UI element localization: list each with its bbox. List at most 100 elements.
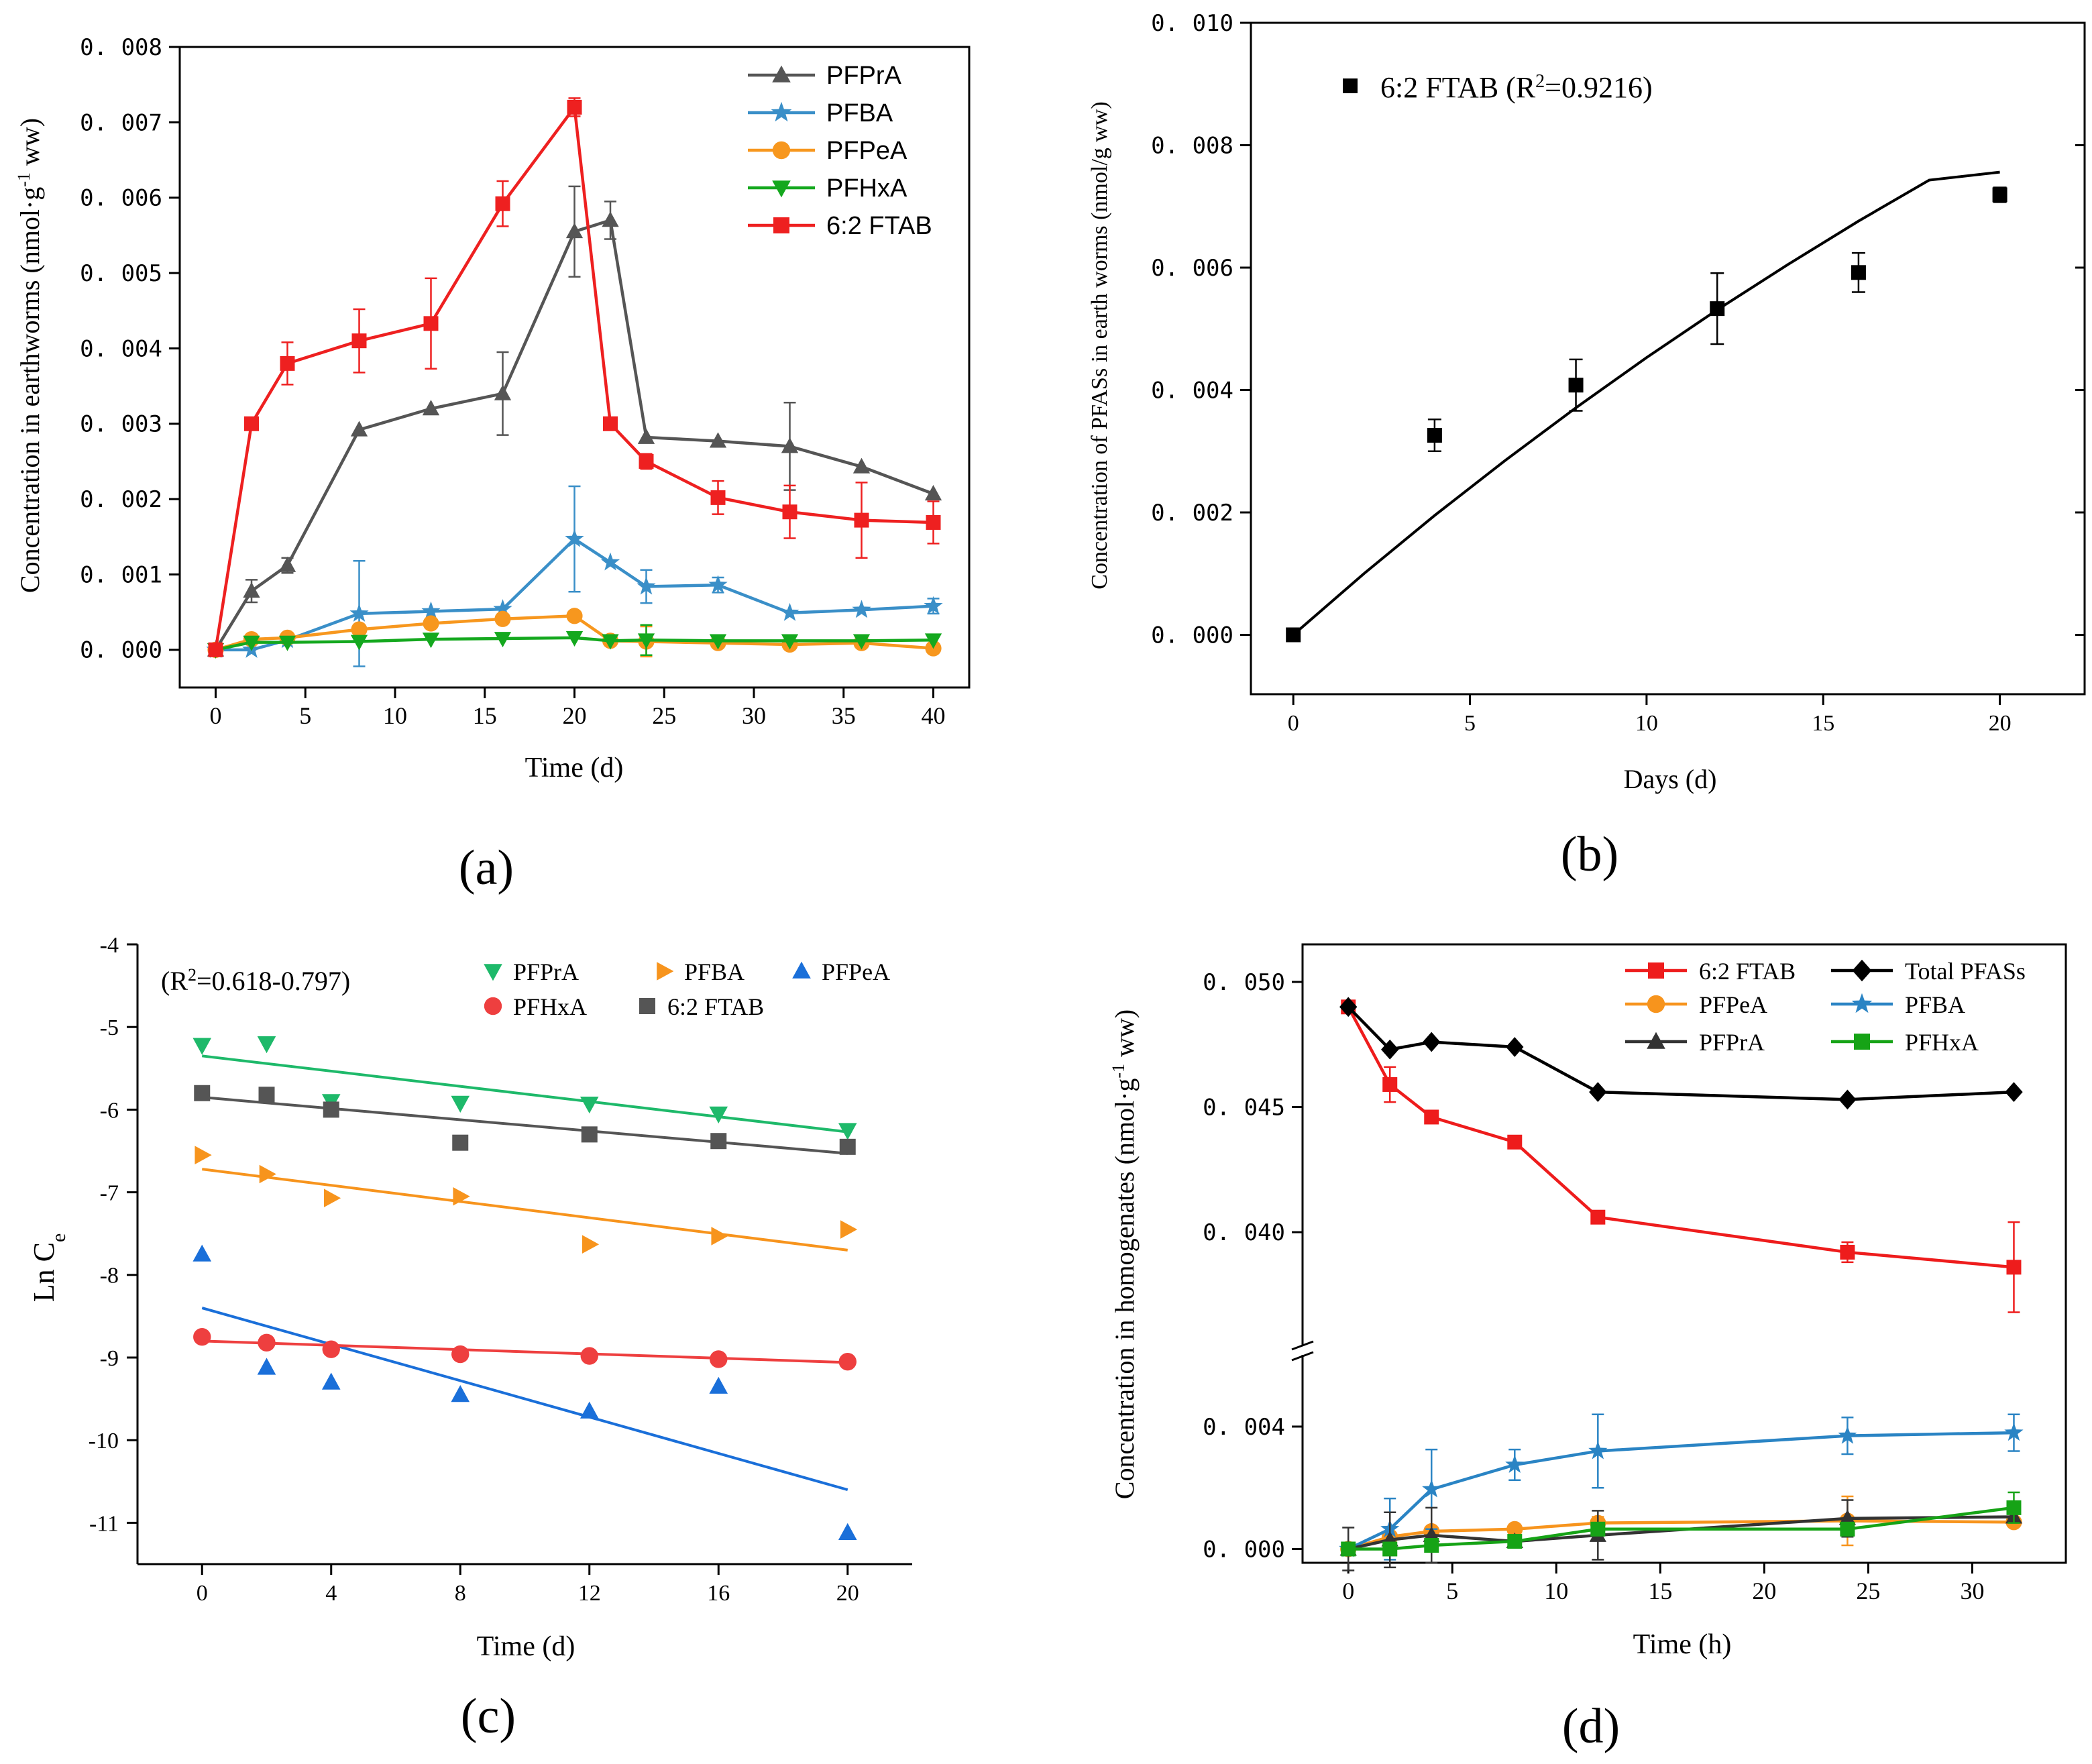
panel-d-pfpra-point-5 bbox=[1838, 1509, 1857, 1525]
panel-c-pfhxa-point-4 bbox=[580, 1347, 598, 1365]
panel-a-pfba-point-4 bbox=[421, 601, 441, 620]
panel-d-pfhxa-point-2 bbox=[1424, 1537, 1439, 1553]
panel-d-totalpfass-point-3 bbox=[1506, 1037, 1524, 1057]
panel-a-xtick-label-0: 0 bbox=[210, 702, 222, 729]
panel-b-ytick-label-4: 0. 008 bbox=[1151, 132, 1233, 159]
panel-b-legend-value: =0.9216) bbox=[1545, 71, 1652, 104]
panel-b-label: (b) bbox=[1561, 827, 1618, 882]
panel-b-xtick-label-2: 10 bbox=[1635, 711, 1658, 736]
panel-c-pfhxa-fit-line bbox=[202, 1339, 848, 1364]
panel-a-pfpea-legend-label: PFPeA bbox=[826, 137, 907, 165]
panel-a-xlabel: Time (d) bbox=[525, 753, 624, 783]
panel-a-pfpra-point-7 bbox=[602, 211, 619, 227]
panel-c-xtick-label-5: 20 bbox=[836, 1581, 859, 1606]
panel-c-pfpra-point-5 bbox=[709, 1106, 728, 1123]
panel-a-pfhxa-point-4 bbox=[422, 632, 440, 649]
panel-d-62ftab-point-6 bbox=[2006, 1260, 2022, 1275]
panel-a-62ftab-point-8 bbox=[639, 453, 654, 469]
panel-d-break-mark-2 bbox=[1291, 1351, 1314, 1362]
panel-a-pfpra-point-1 bbox=[243, 582, 260, 598]
panel-d-pfhxa-point-6 bbox=[2006, 1500, 2022, 1515]
panel-a-pfba-point-7 bbox=[600, 552, 620, 571]
panel-d-ylabel: Concentration in homogenates (nmol·g-1 w… bbox=[1109, 1009, 1140, 1499]
panel-d-xtick-label-3: 15 bbox=[1648, 1578, 1672, 1604]
panel-c-xtick-label-0: 0 bbox=[197, 1581, 208, 1606]
panel-c-pfpra-point-0 bbox=[192, 1038, 212, 1055]
panel-d-upper-ytick-label-2: 0. 050 bbox=[1203, 969, 1285, 996]
panel-d-upper-ytick-label-0: 0. 040 bbox=[1203, 1219, 1285, 1246]
panel-c-pfhxa-point-5 bbox=[710, 1350, 728, 1368]
panel-a-pfpea-point-3 bbox=[351, 621, 368, 638]
panel-c-xtick-label-2: 8 bbox=[455, 1581, 466, 1606]
panel-c-label: (c) bbox=[461, 1689, 516, 1744]
panel-a-62ftab-point-5 bbox=[495, 196, 510, 211]
panel-c-ytick-label-0: -4 bbox=[100, 933, 119, 958]
panel-b-point-2 bbox=[1568, 378, 1584, 393]
panel-d-pfpea-point-3 bbox=[1506, 1521, 1523, 1537]
panel-a-pfba-point-9 bbox=[708, 575, 728, 594]
panel-a-ytick-label-4: 0. 004 bbox=[80, 335, 162, 362]
panel-a-label: (a) bbox=[459, 840, 514, 895]
panel-a-pfba-point-5 bbox=[493, 599, 512, 618]
panel-a-xtick-label-3: 15 bbox=[473, 702, 497, 729]
panel-d-lower-ytick-label-1: 0. 004 bbox=[1203, 1414, 1285, 1441]
panel-d-totalpfass-point-0 bbox=[1339, 997, 1358, 1017]
panel-d-xtick-label-0: 0 bbox=[1342, 1578, 1354, 1604]
panel-a-pfpea-point-4 bbox=[423, 615, 439, 632]
panel-a-ytick-label-6: 0. 006 bbox=[80, 185, 162, 212]
panel-d-pfhxa-legend-label: PFHxA bbox=[1905, 1029, 1979, 1056]
panel-d-pfba-point-5 bbox=[1838, 1425, 1857, 1444]
panel-c-pfba-point-3 bbox=[453, 1187, 470, 1206]
panel-a-pfba-legend-marker bbox=[771, 101, 792, 122]
panel-d-lower-ytick-label-0: 0. 000 bbox=[1203, 1536, 1285, 1563]
panel-b-legend-text: 6:2 FTAB (R bbox=[1380, 71, 1536, 104]
panel-a-62ftab-point-9 bbox=[710, 490, 726, 505]
panel-a-pfhxa-point-7 bbox=[602, 634, 619, 650]
panel-a-62ftab-legend-marker bbox=[773, 217, 789, 233]
panel-d-pfba-point-4 bbox=[1588, 1441, 1608, 1459]
panel-c-pfhxa-point-1 bbox=[258, 1333, 276, 1352]
panel-c-pfpea-point-5 bbox=[709, 1376, 728, 1394]
panel-a-pfhxa-point-5 bbox=[494, 632, 512, 648]
panel-c-pfpra-point-3 bbox=[451, 1095, 470, 1113]
panel-a-pfhxa-point-6 bbox=[565, 630, 584, 647]
panel-c-pfpea-legend-marker bbox=[792, 961, 811, 979]
panel-c-pfhxa-legend-marker bbox=[484, 997, 502, 1015]
panel-c-pfpea-fit-line bbox=[201, 1307, 848, 1492]
panel-a-pfhxa-point-10 bbox=[781, 634, 799, 650]
panel-a-62ftab-point-1 bbox=[244, 416, 259, 431]
panel-a-62ftab-point-11 bbox=[854, 512, 869, 528]
panel-c-62ftab-point-1 bbox=[258, 1087, 275, 1103]
panel-a-ytick-label-3: 0. 003 bbox=[80, 411, 162, 438]
panel-a-pfpra-point-4 bbox=[422, 400, 440, 416]
panel-a-pfhxa-point-1 bbox=[243, 635, 260, 651]
panel-a-pfpra-point-5 bbox=[494, 384, 512, 400]
panel-c-pfba-point-5 bbox=[711, 1227, 728, 1246]
panel-c-62ftab-point-3 bbox=[452, 1134, 469, 1151]
panel-c-pfpra-fit-line bbox=[202, 1054, 848, 1134]
panel-d-pfba-point-6 bbox=[2004, 1423, 2024, 1441]
panel-a-pfhxa-point-9 bbox=[709, 634, 727, 650]
panel-c-pfhxa-point-6 bbox=[838, 1352, 857, 1371]
panel-c-pfhxa-legend-label: PFHxA bbox=[513, 993, 587, 1020]
panel-a-ylabel: Concentration in earthworms (nmol·g-1 ww… bbox=[14, 118, 46, 593]
panel-a-pfhxa-point-2 bbox=[278, 635, 296, 651]
panel-b-xtick-label-4: 20 bbox=[1989, 711, 2012, 736]
panel-c-ytick-label-1: -5 bbox=[100, 1015, 119, 1040]
panel-d-totalpfass-point-5 bbox=[1838, 1089, 1857, 1110]
panel-d-62ftab-point-3 bbox=[1507, 1134, 1523, 1150]
panel-a-pfpra-point-11 bbox=[852, 457, 871, 474]
panel-b-ytick-label-0: 0. 000 bbox=[1151, 622, 1233, 649]
panel-c-pfpra-legend-label: PFPrA bbox=[513, 958, 579, 985]
panel-d-frame bbox=[1301, 943, 2067, 1564]
panel-b-point-5 bbox=[1992, 187, 2007, 203]
panel-a-pfba-point-3 bbox=[349, 604, 369, 622]
panel-c-ytick-label-7: -11 bbox=[89, 1511, 119, 1536]
panel-d-xtick-label-1: 5 bbox=[1446, 1578, 1458, 1604]
panel-c-pfpea-legend-label: PFPeA bbox=[822, 958, 890, 985]
panel-a-62ftab-point-12 bbox=[926, 514, 941, 530]
panel-b-point-4 bbox=[1851, 265, 1866, 280]
panel-b-xlabel: Days (d) bbox=[1624, 764, 1717, 794]
panel-a-62ftab-point-10 bbox=[782, 504, 797, 520]
